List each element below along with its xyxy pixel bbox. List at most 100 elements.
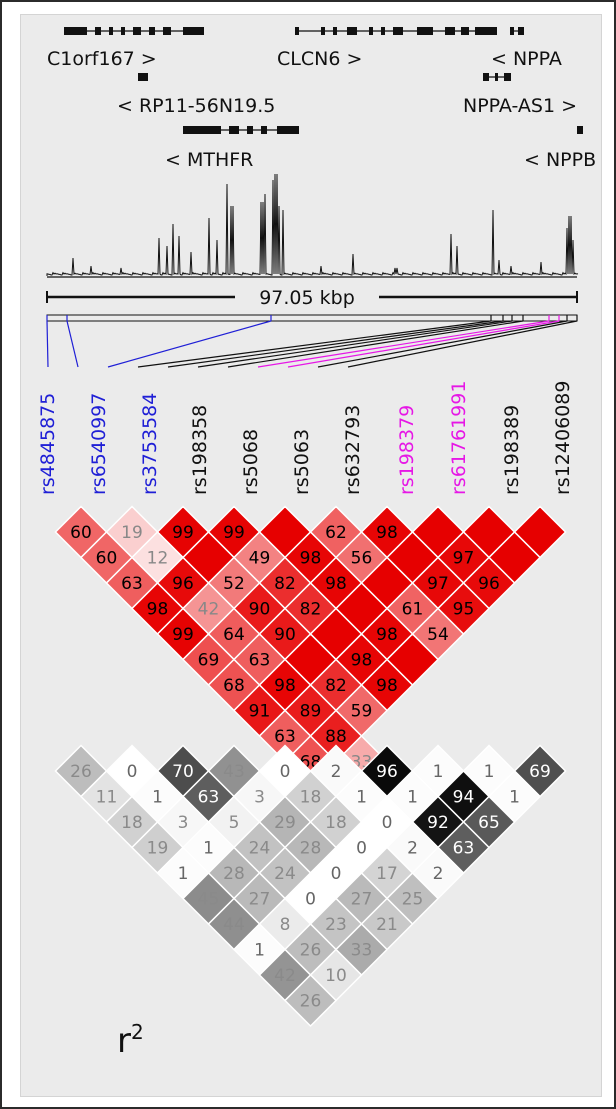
gene-label: < MTHFR	[165, 149, 253, 171]
r2-value: 10	[325, 966, 347, 986]
dprime-value: 96	[478, 574, 500, 594]
dprime-value: 90	[274, 625, 296, 645]
gene-exon	[333, 27, 337, 35]
r2-value: 1	[356, 788, 367, 808]
snp-connector-line	[287, 320, 560, 368]
dprime-value: 19	[121, 523, 143, 543]
gene-exon	[393, 27, 403, 35]
dprime-value: 64	[223, 625, 245, 645]
dprime-value: 90	[249, 600, 271, 620]
ld-figure: C1orf167 > CLCN6 > < NPPA < RP11-56N19.5 NPP…	[37, 27, 596, 1061]
dprime-value: 91	[249, 702, 271, 722]
snp-connector-line	[107, 320, 272, 368]
r2-value: 3	[178, 813, 189, 833]
r2-value: 0	[280, 762, 291, 782]
snp-connector-line	[347, 320, 578, 368]
r2-value: 2	[433, 864, 444, 884]
r2-value: 1	[407, 788, 418, 808]
position-box	[46, 314, 578, 322]
signal-track	[46, 173, 579, 278]
r2-value: 63	[198, 788, 220, 808]
gene-exon	[475, 27, 497, 35]
dprime-value: 60	[70, 523, 92, 543]
snp-connector-line	[197, 320, 513, 368]
r2-value: 1	[254, 941, 265, 961]
dprime-value: 98	[147, 600, 169, 620]
gene-exon	[369, 27, 373, 35]
r2-label: r2	[117, 1020, 144, 1061]
gene-exon	[138, 73, 148, 81]
r2-value: 1	[178, 864, 189, 884]
gene-track: C1orf167 > CLCN6 > < NPPA < RP11-56N19.5 NPP…	[47, 27, 596, 171]
dprime-value: 98	[325, 574, 347, 594]
snp-label-rs632793: rs632793	[342, 405, 364, 495]
r2-value: 70	[172, 762, 194, 782]
dprime-value: 96	[172, 574, 194, 594]
gene-exon	[483, 73, 489, 81]
r2-value: 26	[300, 992, 322, 1012]
r2-value: 63	[453, 839, 475, 859]
gene-exon	[504, 73, 511, 81]
dprime-value: 97	[427, 574, 449, 594]
gene-exon	[229, 126, 239, 134]
gene-exon	[109, 27, 113, 35]
dprime-value: 82	[300, 600, 322, 620]
r2-value: 8	[280, 915, 291, 935]
r2-value: 45	[198, 890, 220, 910]
dprime-value: 63	[121, 574, 143, 594]
r2-value: 26	[300, 941, 322, 961]
r2-value: 44	[223, 915, 245, 935]
gene-exon	[295, 27, 299, 35]
r2-value: 0	[356, 839, 367, 859]
snp-label-rs5063: rs5063	[291, 429, 313, 495]
scale-label: 97.05 kbp	[259, 287, 355, 309]
r2-value: 21	[376, 915, 398, 935]
gene-exon	[261, 126, 267, 134]
dprime-value: 42	[198, 600, 220, 620]
dprime-value: 98	[376, 523, 398, 543]
snp-label-rs198358: rs198358	[189, 405, 211, 495]
gene-label: < RP11-56N19.5	[117, 95, 275, 117]
dprime-value: 62	[325, 523, 347, 543]
dprime-value: 95	[453, 600, 475, 620]
figure-panel: C1orf167 > CLCN6 > < NPPA < RP11-56N19.5 NPP…	[20, 14, 602, 1097]
gene-exon	[133, 27, 141, 35]
snp-label-rs61761991: rs61761991	[448, 381, 470, 495]
dprime-value: 99	[172, 523, 194, 543]
r2-value: 3	[254, 788, 265, 808]
gene-exon	[277, 126, 299, 134]
dprime-value: 59	[351, 702, 373, 722]
r2-value: 27	[351, 890, 373, 910]
gene-exon	[95, 27, 101, 35]
r2-value: 18	[300, 788, 322, 808]
r2-value: 1	[509, 788, 520, 808]
r2-value: 0	[305, 890, 316, 910]
gene-label: C1orf167 >	[47, 48, 157, 70]
snp-connector-line	[46, 320, 49, 368]
dprime-value: 98	[300, 549, 322, 569]
dprime-value: 60	[96, 549, 118, 569]
gene-exon	[577, 126, 583, 134]
snp-connector-line	[317, 320, 568, 368]
snp-labels: rs4845875 rs6540997 rs3753584 rs198358 rs506…	[37, 381, 574, 495]
gene-4: NPPA-AS1 >	[463, 73, 577, 117]
r2-value: 23	[325, 915, 347, 935]
gene-exon	[510, 27, 514, 35]
dprime-value: 63	[249, 651, 271, 671]
gene-exon	[445, 27, 455, 35]
r2-value: 1	[484, 762, 495, 782]
snp-label-rs12406089: rs12406089	[552, 381, 574, 495]
r2-value: 29	[274, 813, 296, 833]
dprime-value: 97	[453, 549, 475, 569]
r2-value: 18	[325, 813, 347, 833]
r2-value: 1	[203, 839, 214, 859]
r2-value: 24	[249, 839, 271, 859]
r2-value: 17	[376, 864, 398, 884]
gene-exon	[518, 27, 524, 35]
r2-value: 26	[70, 762, 92, 782]
gene-exon	[183, 126, 221, 134]
gene-exon	[163, 27, 171, 35]
dprime-value: 52	[223, 574, 245, 594]
